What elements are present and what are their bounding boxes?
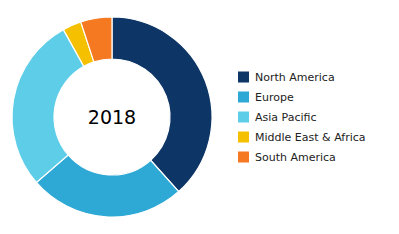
chart: 2018 North America Europe Asia Pacific Middl… (0, 0, 399, 234)
legend-item: South America (238, 151, 336, 164)
legend-swatch (238, 132, 249, 143)
legend: North America Europe Asia Pacific Middle Ea… (238, 71, 366, 164)
legend-item: Europe (238, 91, 294, 104)
legend-swatch (238, 152, 249, 163)
legend-item: Asia Pacific (238, 111, 317, 124)
legend-label: Middle East & Africa (255, 131, 366, 144)
legend-swatch (238, 92, 249, 103)
legend-label: South America (255, 151, 336, 164)
legend-swatch (238, 112, 249, 123)
legend-item: Middle East & Africa (238, 131, 366, 144)
slice (81, 17, 112, 62)
legend-label: North America (255, 71, 335, 84)
legend-label: Asia Pacific (255, 111, 317, 124)
donut (12, 17, 212, 217)
slice (112, 17, 212, 192)
center-text: 2018 (88, 106, 136, 128)
legend-swatch (238, 72, 249, 83)
legend-item: North America (238, 71, 335, 84)
slice (12, 30, 84, 183)
legend-label: Europe (255, 91, 294, 104)
